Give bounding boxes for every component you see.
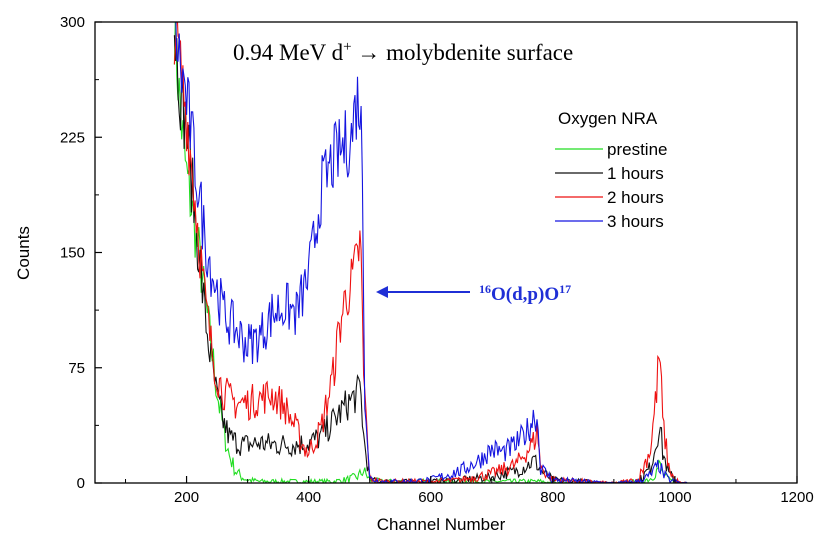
legend: Oxygen NRA prestine 1 hours 2 hours 3 hours — [555, 109, 667, 231]
x-axis-title: Channel Number — [377, 515, 506, 534]
x-tick-label: 1200 — [780, 489, 813, 506]
y-axis-title: Counts — [14, 226, 33, 280]
annotation-pre-sup: 16 — [479, 282, 491, 296]
y-axis: 0 75 150 225 300 — [60, 14, 102, 492]
chart-title-sup: + — [343, 39, 351, 55]
annotation: 16O(d,p)O17 — [376, 282, 571, 305]
annotation-main: O(d,p)O — [491, 284, 559, 305]
legend-label: 3 hours — [607, 212, 664, 231]
series-line — [173, 22, 688, 483]
y-tick-label: 150 — [60, 245, 85, 262]
x-tick-label: 600 — [418, 489, 443, 506]
annotation-arrow-head — [376, 286, 388, 298]
x-tick-label: 800 — [540, 489, 565, 506]
x-axis: 200 400 600 800 1000 1200 — [125, 476, 814, 506]
x-tick-label: 200 — [174, 489, 199, 506]
chart-title-main: 0.94 MeV d — [233, 40, 344, 65]
annotation-label: 16O(d,p)O17 — [479, 282, 571, 305]
chart-title: 0.94 MeV d+ → molybdenite surface — [233, 39, 573, 65]
y-tick-label: 225 — [60, 129, 85, 146]
y-tick-label: 300 — [60, 14, 85, 31]
x-tick-label: 1000 — [658, 489, 691, 506]
legend-label: 1 hours — [607, 164, 664, 183]
y-tick-label: 75 — [68, 360, 85, 377]
legend-label: 2 hours — [607, 188, 664, 207]
x-tick-label: 400 — [296, 489, 321, 506]
series-line — [173, 22, 688, 483]
chart-title-rest: → molybdenite surface — [352, 40, 574, 65]
series-layer — [173, 22, 688, 483]
series-line — [173, 35, 688, 483]
series-line — [175, 22, 688, 483]
legend-label: prestine — [607, 140, 667, 159]
y-tick-label: 0 — [77, 475, 85, 492]
legend-title: Oxygen NRA — [558, 109, 658, 128]
annotation-post-sup: 17 — [559, 282, 571, 296]
